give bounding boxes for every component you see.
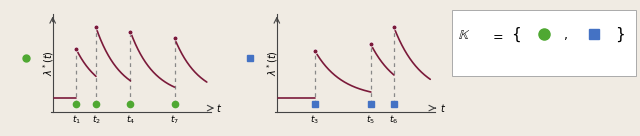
Text: $\}$: $\}$: [615, 26, 625, 44]
Text: $=$: $=$: [490, 29, 504, 42]
Text: $t$: $t$: [440, 102, 446, 114]
FancyBboxPatch shape: [452, 10, 636, 76]
Text: $\mathbb{K}$: $\mathbb{K}$: [458, 28, 470, 42]
Y-axis label: $\lambda^*(t)$: $\lambda^*(t)$: [266, 50, 280, 75]
Text: $t$: $t$: [216, 102, 221, 114]
Y-axis label: $\lambda^*(t)$: $\lambda^*(t)$: [41, 50, 56, 75]
Text: $\{$: $\{$: [511, 26, 521, 44]
Text: $,$: $,$: [563, 29, 568, 42]
